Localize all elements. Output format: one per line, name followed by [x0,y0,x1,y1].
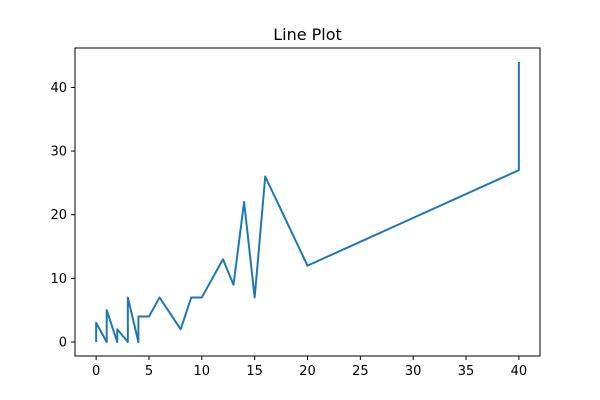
y-tick-label: 30 [50,145,67,160]
series-line-1 [95,62,520,343]
x-tick-label: 35 [458,364,475,379]
y-tick-label: 20 [50,208,67,223]
y-axis: 0 10 20 30 40 [50,81,75,351]
x-axis: 0 5 10 15 20 25 30 35 40 [92,356,527,379]
x-tick-label: 10 [194,364,211,379]
x-tick-label: 0 [92,364,100,379]
y-tick-label: 10 [50,272,67,287]
chart-title: Line Plot [273,25,342,44]
y-tick-label: 40 [50,81,67,96]
x-tick-label: 20 [299,364,316,379]
x-tick-label: 5 [145,364,153,379]
x-tick-label: 25 [352,364,369,379]
series-layer [95,62,520,343]
x-tick-label: 30 [405,364,422,379]
x-tick-label: 40 [511,364,528,379]
y-tick-label: 0 [59,336,67,351]
x-tick-label: 15 [246,364,263,379]
